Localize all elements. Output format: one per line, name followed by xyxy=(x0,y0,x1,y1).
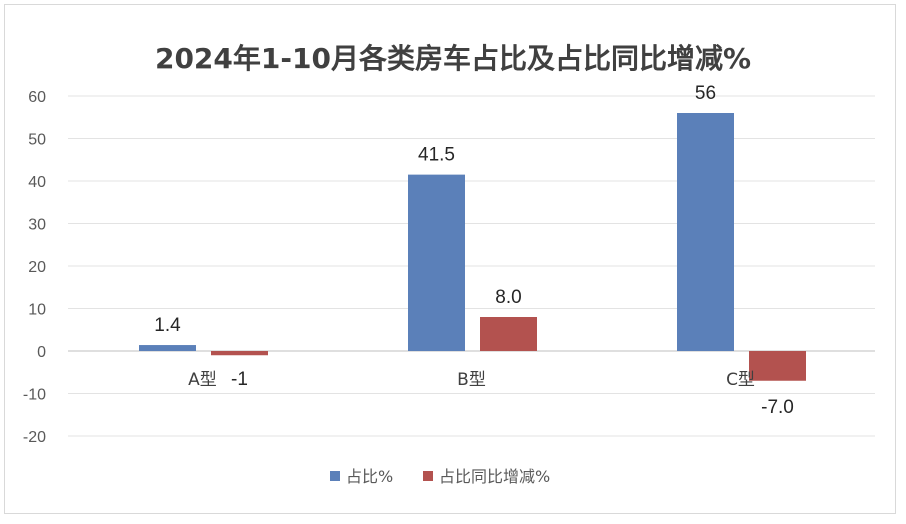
y-tick-label: 0 xyxy=(37,344,46,361)
gridlines xyxy=(68,95,875,437)
data-label: -7.0 xyxy=(761,397,794,418)
bar-share-change xyxy=(211,351,268,356)
bar-share xyxy=(677,113,734,351)
data-label: 56 xyxy=(695,83,716,104)
category-label: B型 xyxy=(457,370,486,390)
legend-swatch xyxy=(423,471,433,481)
chart-title: 2024年1-10月各类房车占比及占比同比增减% xyxy=(155,42,751,75)
y-tick-label: 10 xyxy=(28,302,46,319)
y-tick-label: 30 xyxy=(28,217,46,234)
data-label: 8.0 xyxy=(495,287,521,308)
category-label: A型 xyxy=(188,370,217,390)
legend-label: 占比同比增减% xyxy=(439,467,550,486)
data-labels: 1.4 -1 41.5 8.0 56 -7.0 xyxy=(154,83,794,418)
bar-share xyxy=(139,345,196,351)
category-labels: A型 B型 C型 xyxy=(188,370,755,390)
bar-share-change xyxy=(749,351,806,381)
legend: 占比% 占比同比增减% xyxy=(330,467,550,486)
category-label: C型 xyxy=(726,370,755,390)
data-label: 41.5 xyxy=(418,145,455,166)
bars xyxy=(139,113,806,381)
legend-label: 占比% xyxy=(346,467,393,486)
bar-share-change xyxy=(480,317,537,351)
y-axis-ticks: -20 -10 0 10 20 30 40 50 60 xyxy=(23,89,46,446)
data-label: 1.4 xyxy=(154,315,181,336)
legend-swatch xyxy=(330,471,340,481)
y-tick-label: 50 xyxy=(28,132,46,149)
y-tick-label: 40 xyxy=(28,174,46,191)
data-label: -1 xyxy=(231,369,248,390)
y-tick-label: 60 xyxy=(28,89,46,106)
y-tick-label: -20 xyxy=(23,429,46,446)
y-tick-label: -10 xyxy=(23,387,46,404)
y-tick-label: 20 xyxy=(28,259,46,276)
bar-share xyxy=(408,174,465,351)
